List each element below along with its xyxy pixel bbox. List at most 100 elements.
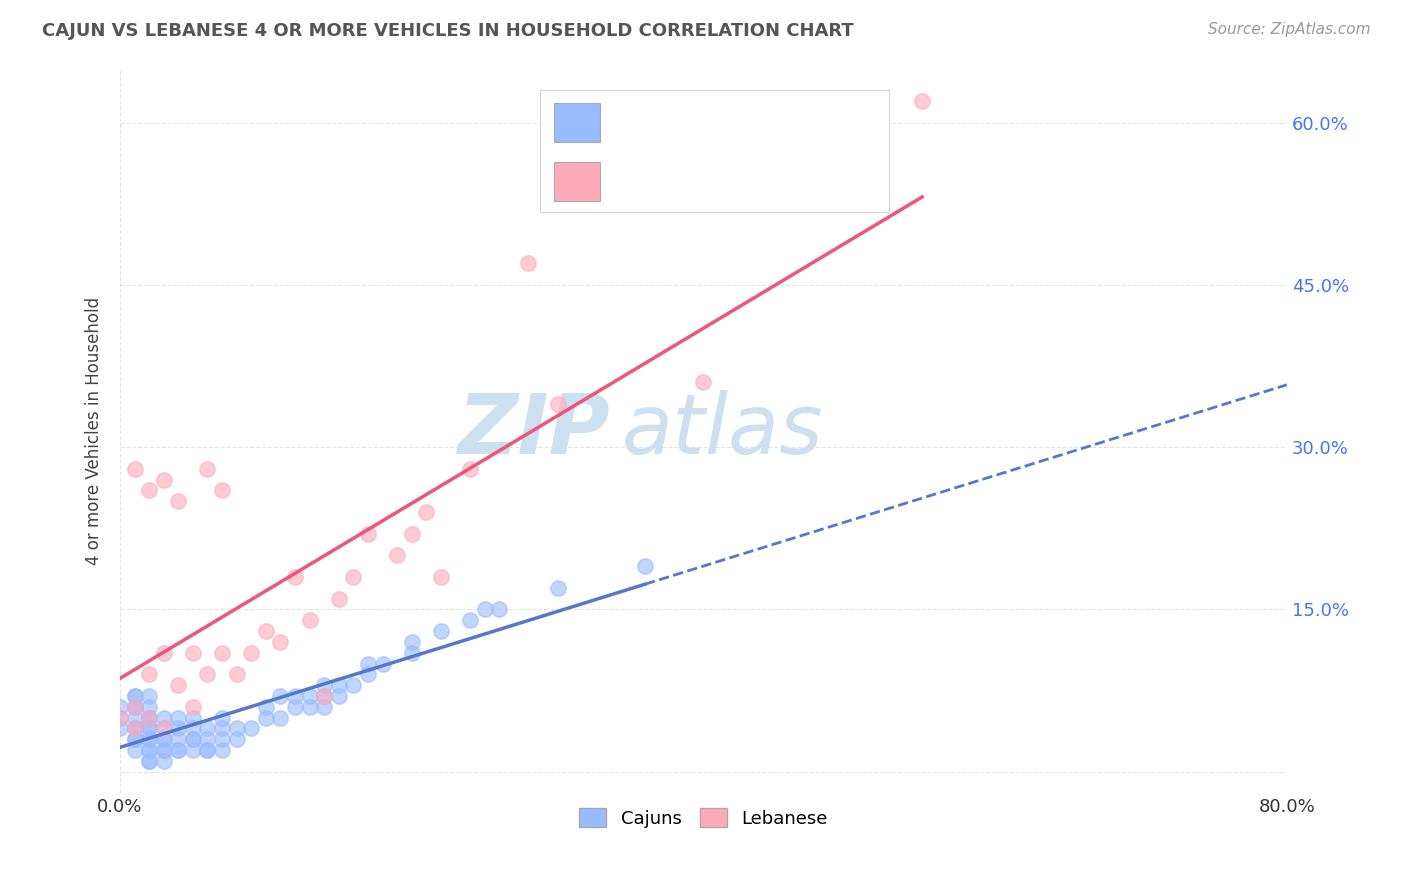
Point — [401, 646, 423, 660]
Point — [284, 570, 307, 584]
Point — [152, 732, 174, 747]
Point — [124, 732, 146, 747]
Point — [181, 743, 204, 757]
Point — [314, 678, 336, 692]
Point — [167, 494, 190, 508]
Text: Source: ZipAtlas.com: Source: ZipAtlas.com — [1208, 22, 1371, 37]
Point — [401, 635, 423, 649]
Point — [124, 722, 146, 736]
Point — [225, 732, 247, 747]
Point — [211, 483, 233, 498]
Point — [124, 722, 146, 736]
Point — [298, 613, 321, 627]
Point — [254, 711, 277, 725]
Point — [181, 732, 204, 747]
Point — [211, 743, 233, 757]
Point — [138, 667, 160, 681]
Point — [138, 754, 160, 768]
Point — [124, 722, 146, 736]
Point — [458, 462, 481, 476]
Point — [342, 570, 364, 584]
Point — [124, 699, 146, 714]
Point — [152, 722, 174, 736]
Point — [458, 613, 481, 627]
Point — [328, 689, 350, 703]
Point — [211, 711, 233, 725]
Point — [197, 462, 219, 476]
Point — [152, 743, 174, 757]
Point — [371, 657, 394, 671]
Point — [197, 732, 219, 747]
Point — [298, 699, 321, 714]
Point — [108, 711, 131, 725]
Point — [181, 699, 204, 714]
Point — [108, 722, 131, 736]
Point — [181, 711, 204, 725]
Point — [152, 711, 174, 725]
Point — [284, 699, 307, 714]
Point — [138, 711, 160, 725]
Point — [197, 743, 219, 757]
Point — [181, 722, 204, 736]
Point — [225, 667, 247, 681]
Point — [124, 699, 146, 714]
Point — [298, 689, 321, 703]
Point — [138, 711, 160, 725]
Point — [314, 689, 336, 703]
Point — [474, 602, 496, 616]
Point — [269, 711, 291, 725]
Point — [415, 505, 437, 519]
Point — [314, 689, 336, 703]
Point — [240, 722, 263, 736]
Point — [197, 667, 219, 681]
Point — [138, 732, 160, 747]
Point — [269, 635, 291, 649]
Point — [488, 602, 510, 616]
Point — [211, 722, 233, 736]
Point — [197, 722, 219, 736]
Point — [357, 526, 380, 541]
Point — [167, 722, 190, 736]
Point — [357, 667, 380, 681]
Point — [254, 699, 277, 714]
Point — [138, 732, 160, 747]
Point — [138, 689, 160, 703]
Text: atlas: atlas — [621, 391, 824, 472]
Point — [152, 743, 174, 757]
Point — [124, 689, 146, 703]
Point — [152, 646, 174, 660]
Point — [167, 743, 190, 757]
Point — [634, 559, 657, 574]
Point — [108, 711, 131, 725]
Text: ZIP: ZIP — [457, 391, 610, 472]
Point — [124, 743, 146, 757]
Point — [152, 732, 174, 747]
Point — [692, 376, 714, 390]
Point — [401, 526, 423, 541]
Legend: Cajuns, Lebanese: Cajuns, Lebanese — [572, 801, 835, 835]
Point — [385, 549, 408, 563]
Point — [124, 711, 146, 725]
Point — [254, 624, 277, 638]
Point — [167, 743, 190, 757]
Point — [138, 483, 160, 498]
Point — [547, 581, 569, 595]
Point — [138, 722, 160, 736]
Point — [284, 689, 307, 703]
Point — [328, 678, 350, 692]
Point — [138, 711, 160, 725]
Point — [357, 657, 380, 671]
Point — [328, 591, 350, 606]
Point — [152, 473, 174, 487]
Point — [138, 743, 160, 757]
Point — [197, 743, 219, 757]
Point — [138, 699, 160, 714]
Point — [911, 94, 934, 108]
Point — [211, 732, 233, 747]
Point — [138, 754, 160, 768]
Point — [124, 699, 146, 714]
Point — [181, 646, 204, 660]
Point — [167, 732, 190, 747]
Point — [124, 689, 146, 703]
Point — [430, 570, 453, 584]
